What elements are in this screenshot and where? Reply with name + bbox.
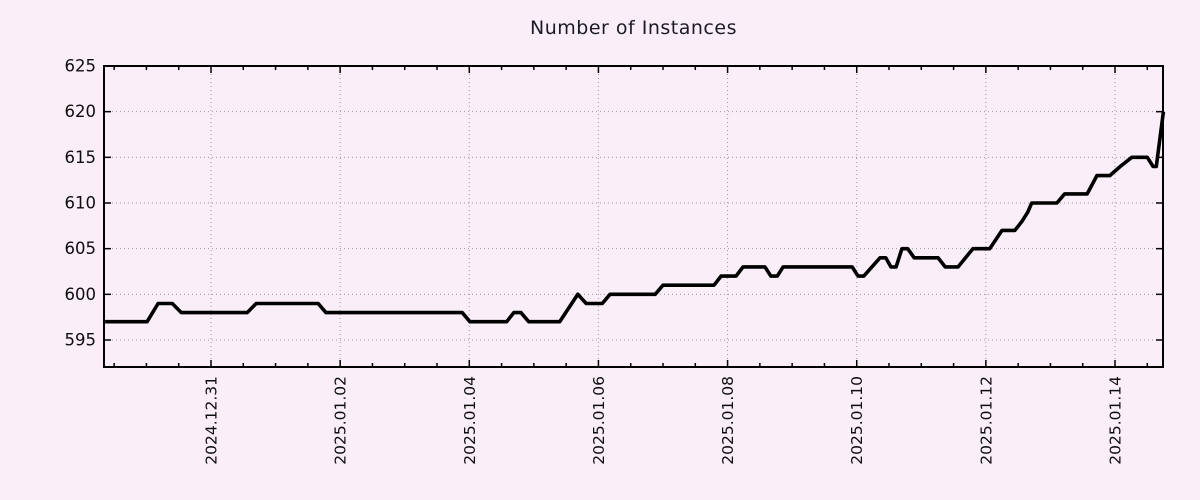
y-axis-tick-label: 595: [65, 331, 97, 350]
plot-border: [103, 65, 1164, 368]
x-axis-tick-label: 2024.12.31: [203, 376, 221, 465]
y-axis-tick-label: 615: [65, 148, 97, 167]
x-axis-tick-label: 2025.01.08: [719, 376, 737, 465]
y-axis-tick-label: 605: [65, 239, 97, 258]
y-axis-tick-label: 610: [65, 194, 97, 213]
y-axis-tick-label: 600: [65, 285, 97, 304]
x-axis-tick-label: 2025.01.12: [977, 376, 995, 465]
x-axis-tick-label: 2025.01.10: [848, 376, 866, 465]
x-axis-tick-label: 2025.01.14: [1106, 376, 1124, 465]
data-line: [105, 111, 1166, 324]
x-axis-tick-label: 2025.01.04: [461, 376, 479, 465]
y-axis-tick-label: 625: [65, 57, 97, 76]
x-axis-tick-label: 2025.01.06: [590, 376, 608, 465]
y-axis-tick-label: 620: [65, 102, 97, 121]
chart-title: Number of Instances: [530, 17, 737, 39]
x-axis-tick-label: 2025.01.02: [332, 376, 350, 465]
